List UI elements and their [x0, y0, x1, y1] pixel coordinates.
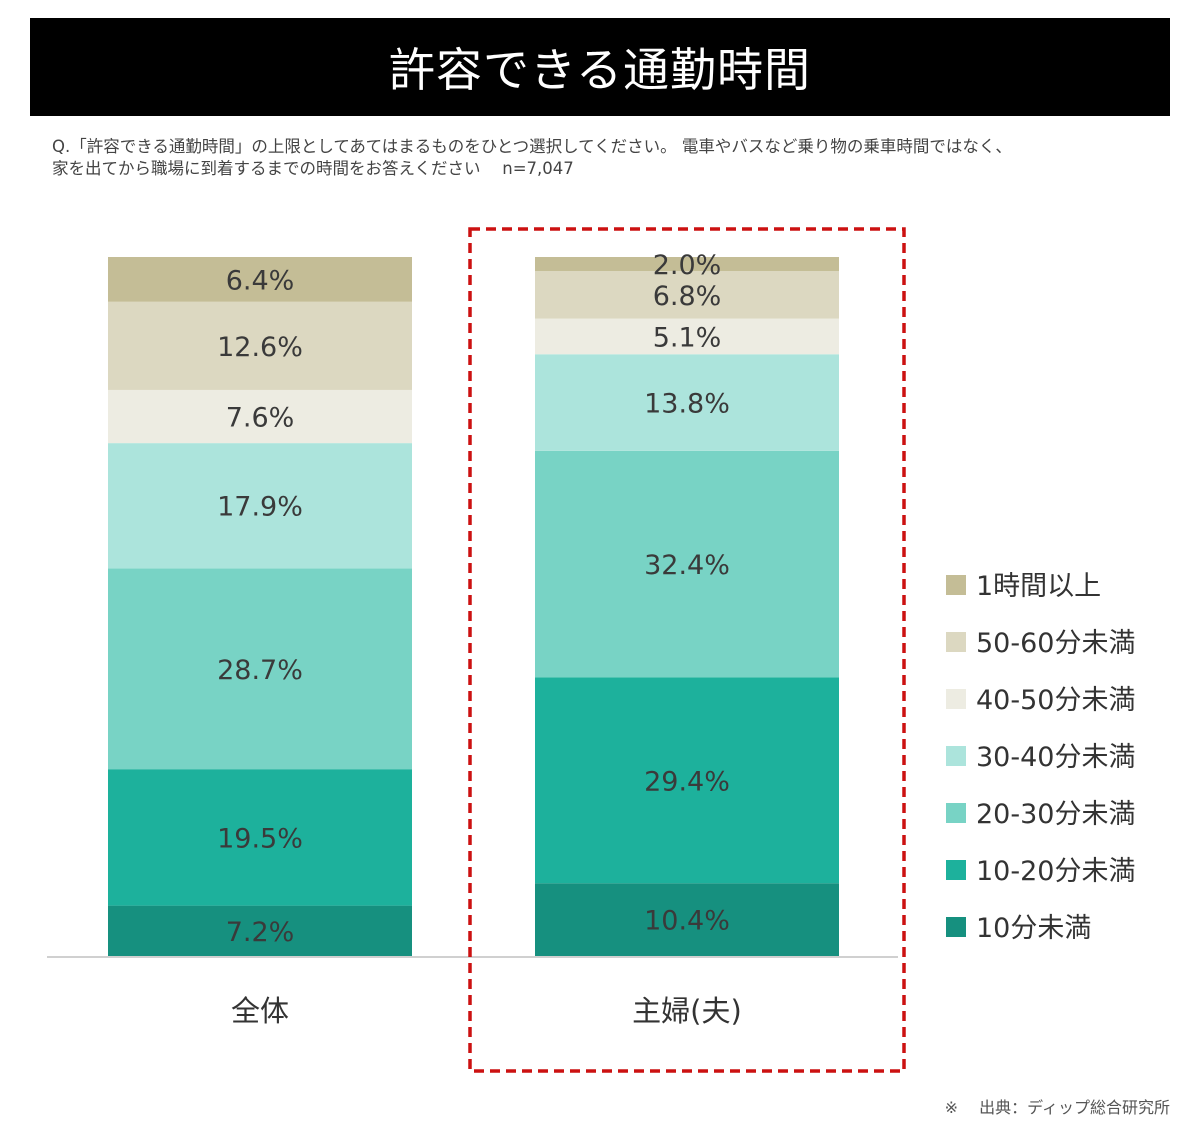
category-label-2: 主婦(夫)	[632, 994, 742, 1028]
data-label-1-5: 7.6%	[226, 403, 295, 434]
bar-segment-2-1	[535, 883, 839, 956]
legend-swatch-2	[946, 632, 966, 652]
bar-segment-2-4	[535, 354, 839, 451]
data-label-1-1: 7.2%	[226, 917, 295, 948]
legend-swatch-3	[946, 689, 966, 709]
data-label-2-1: 10.4%	[644, 906, 730, 937]
legend-label-1: 1時間以上	[976, 571, 1101, 602]
legend-label-4: 30-40分未満	[976, 742, 1135, 773]
bar-segment-1-1	[108, 905, 412, 956]
chart-title: 許容できる通勤時間	[30, 18, 1170, 116]
bar-segment-2-6	[535, 270, 839, 319]
legend-label-6: 10-20分未満	[976, 856, 1135, 887]
bar-segment-1-4	[108, 443, 412, 569]
bar-segment-2-2	[535, 677, 839, 884]
legend-swatch-6	[946, 860, 966, 880]
bar-segment-1-2	[108, 769, 412, 906]
legend-label-5: 20-30分未満	[976, 799, 1135, 830]
bar-segment-2-3	[535, 450, 839, 678]
data-label-1-7: 6.4%	[226, 265, 295, 296]
data-label-1-6: 12.6%	[217, 332, 303, 363]
highlight-box	[468, 227, 906, 1073]
legend-swatch-7	[946, 917, 966, 937]
bar-segment-1-3	[108, 568, 412, 770]
legend-swatch-4	[946, 746, 966, 766]
bar-segment-1-5	[108, 389, 412, 444]
question-text: Q.「許容できる通勤時間」の上限としてあてはまるものをひとつ選択してください。 …	[52, 136, 1192, 180]
bar-segment-2-5	[535, 318, 839, 355]
data-label-2-6: 6.8%	[653, 281, 722, 312]
category-label-1: 全体	[231, 994, 289, 1028]
legend-swatch-5	[946, 803, 966, 823]
data-label-2-2: 29.4%	[644, 766, 730, 797]
bar-segment-1-6	[108, 301, 412, 390]
data-label-1-2: 19.5%	[217, 823, 303, 854]
legend-label-2: 50-60分未満	[976, 628, 1135, 659]
bar-segment-2-7	[535, 257, 839, 271]
legend-label-7: 10分未満	[976, 913, 1091, 944]
source-note: ※ 出典：ディップ総合研究所	[944, 1098, 1170, 1117]
data-label-1-3: 28.7%	[217, 655, 303, 686]
data-label-1-4: 17.9%	[217, 492, 303, 523]
question-line-1: Q.「許容できる通勤時間」の上限としてあてはまるものをひとつ選択してください。 …	[52, 137, 1012, 156]
bar-segment-1-7	[108, 257, 412, 302]
question-line-2: 家を出てから職場に到着するまでの時間をお答えください n=7,047	[52, 159, 574, 178]
data-label-2-5: 5.1%	[653, 322, 722, 353]
data-label-2-3: 32.4%	[644, 550, 730, 581]
legend-swatch-1	[946, 575, 966, 595]
data-label-2-7: 2.0%	[653, 250, 722, 281]
data-label-2-4: 13.8%	[644, 389, 730, 420]
legend-label-3: 40-50分未満	[976, 685, 1135, 716]
